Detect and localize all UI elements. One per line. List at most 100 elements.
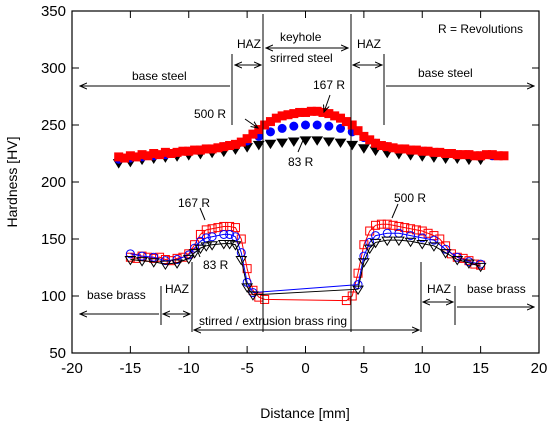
data-point bbox=[406, 231, 416, 241]
plot-area: HAZ keyhole srirred steel HAZ base steel… bbox=[80, 14, 534, 332]
data-point bbox=[353, 126, 363, 136]
base-steel-label-left: base steel bbox=[132, 69, 187, 83]
data-point bbox=[346, 140, 359, 151]
series-brass-500r bbox=[125, 228, 486, 298]
data-point bbox=[188, 249, 201, 259]
r500-brass-pointer bbox=[391, 203, 399, 219]
data-point bbox=[404, 237, 417, 248]
data-point bbox=[236, 234, 246, 244]
series-steel-167r bbox=[114, 106, 509, 163]
data-point bbox=[230, 232, 240, 242]
data-point bbox=[429, 231, 439, 241]
data-point bbox=[159, 260, 172, 271]
data-point bbox=[357, 144, 370, 154]
data-point bbox=[265, 127, 275, 137]
data-point bbox=[451, 256, 464, 266]
r500-steel-label: 500 R bbox=[194, 107, 226, 121]
data-point bbox=[277, 123, 287, 133]
data-point bbox=[247, 291, 259, 301]
r83-brass-label: 83 R bbox=[203, 258, 229, 272]
data-point bbox=[312, 120, 322, 130]
x-tick-label: 5 bbox=[360, 360, 368, 377]
data-point bbox=[382, 219, 392, 229]
data-point bbox=[439, 249, 452, 259]
data-point bbox=[417, 233, 427, 243]
ticks-layer: -20 -15 -10 -5 0 5 10 15 20 50 100 150 200 250 300 350 bbox=[41, 3, 547, 377]
data-point bbox=[225, 229, 235, 239]
data-point bbox=[400, 223, 410, 233]
data-point bbox=[347, 291, 357, 301]
r83-brass-pointer bbox=[195, 246, 201, 258]
series-layer bbox=[112, 106, 509, 306]
series-brass-83r bbox=[124, 236, 487, 301]
data-point bbox=[353, 268, 363, 278]
data-point bbox=[248, 129, 258, 139]
data-point bbox=[406, 224, 416, 234]
data-point bbox=[131, 253, 141, 263]
data-point bbox=[341, 296, 351, 306]
data-point bbox=[230, 223, 240, 233]
data-point bbox=[137, 251, 147, 261]
data-point bbox=[136, 257, 148, 267]
r500-steel-pointer bbox=[244, 118, 258, 128]
data-point bbox=[334, 138, 347, 149]
haz-label-brass-left: HAZ bbox=[165, 282, 189, 296]
data-point bbox=[201, 233, 211, 243]
r167-steel-pointer bbox=[324, 94, 331, 112]
x-tick-label: 0 bbox=[301, 360, 309, 377]
data-point bbox=[252, 140, 265, 151]
x-tick-label: -5 bbox=[240, 360, 253, 377]
base-brass-label-right: base brass bbox=[467, 282, 526, 296]
base-brass-label-left: base brass bbox=[87, 288, 146, 302]
data-point bbox=[357, 258, 370, 268]
r500-brass-label: 500 R bbox=[394, 191, 426, 205]
data-point bbox=[241, 283, 254, 293]
x-tick-label: -20 bbox=[61, 360, 83, 377]
data-point bbox=[149, 252, 159, 262]
data-point bbox=[417, 226, 427, 236]
data-point bbox=[365, 237, 375, 247]
data-point bbox=[287, 137, 300, 147]
data-point bbox=[194, 244, 207, 255]
r83-steel-label: 83 R bbox=[288, 155, 314, 169]
y-tick-label: 350 bbox=[41, 3, 66, 20]
data-point bbox=[435, 234, 445, 244]
data-point bbox=[365, 226, 375, 236]
y-tick-label: 50 bbox=[49, 345, 66, 362]
data-point bbox=[229, 241, 242, 251]
data-point bbox=[336, 123, 346, 133]
data-point bbox=[276, 138, 289, 149]
data-point bbox=[182, 254, 195, 265]
data-point bbox=[394, 221, 404, 231]
x-tick-label: -15 bbox=[120, 360, 142, 377]
data-point bbox=[264, 139, 277, 150]
x-tick-label: 15 bbox=[472, 360, 489, 377]
data-point bbox=[242, 134, 252, 144]
data-point bbox=[217, 240, 230, 250]
x-axis-title: Distance [mm] bbox=[260, 405, 349, 421]
plot-frame bbox=[71, 10, 540, 354]
x-tick-label: -10 bbox=[178, 360, 200, 377]
y-tick-label: 200 bbox=[41, 174, 66, 191]
data-point bbox=[206, 241, 219, 251]
data-point bbox=[124, 256, 137, 266]
data-point bbox=[388, 220, 398, 230]
data-point bbox=[352, 285, 364, 296]
data-point bbox=[371, 220, 381, 230]
r167-brass-label: 167 R bbox=[178, 196, 210, 210]
y-tick-label: 150 bbox=[41, 231, 66, 248]
keyhole-label: keyhole bbox=[280, 30, 322, 44]
data-point bbox=[428, 242, 440, 252]
data-point bbox=[369, 238, 382, 249]
stirred-steel-label: srirred steel bbox=[270, 51, 333, 65]
data-point bbox=[322, 137, 335, 147]
data-point bbox=[416, 240, 429, 250]
data-point bbox=[463, 259, 475, 269]
data-point bbox=[311, 136, 324, 146]
data-point bbox=[474, 262, 487, 273]
data-point bbox=[499, 151, 509, 161]
data-point bbox=[411, 225, 421, 235]
y-tick-label: 300 bbox=[41, 60, 66, 77]
y-tick-label: 250 bbox=[41, 117, 66, 134]
data-point bbox=[219, 229, 229, 239]
